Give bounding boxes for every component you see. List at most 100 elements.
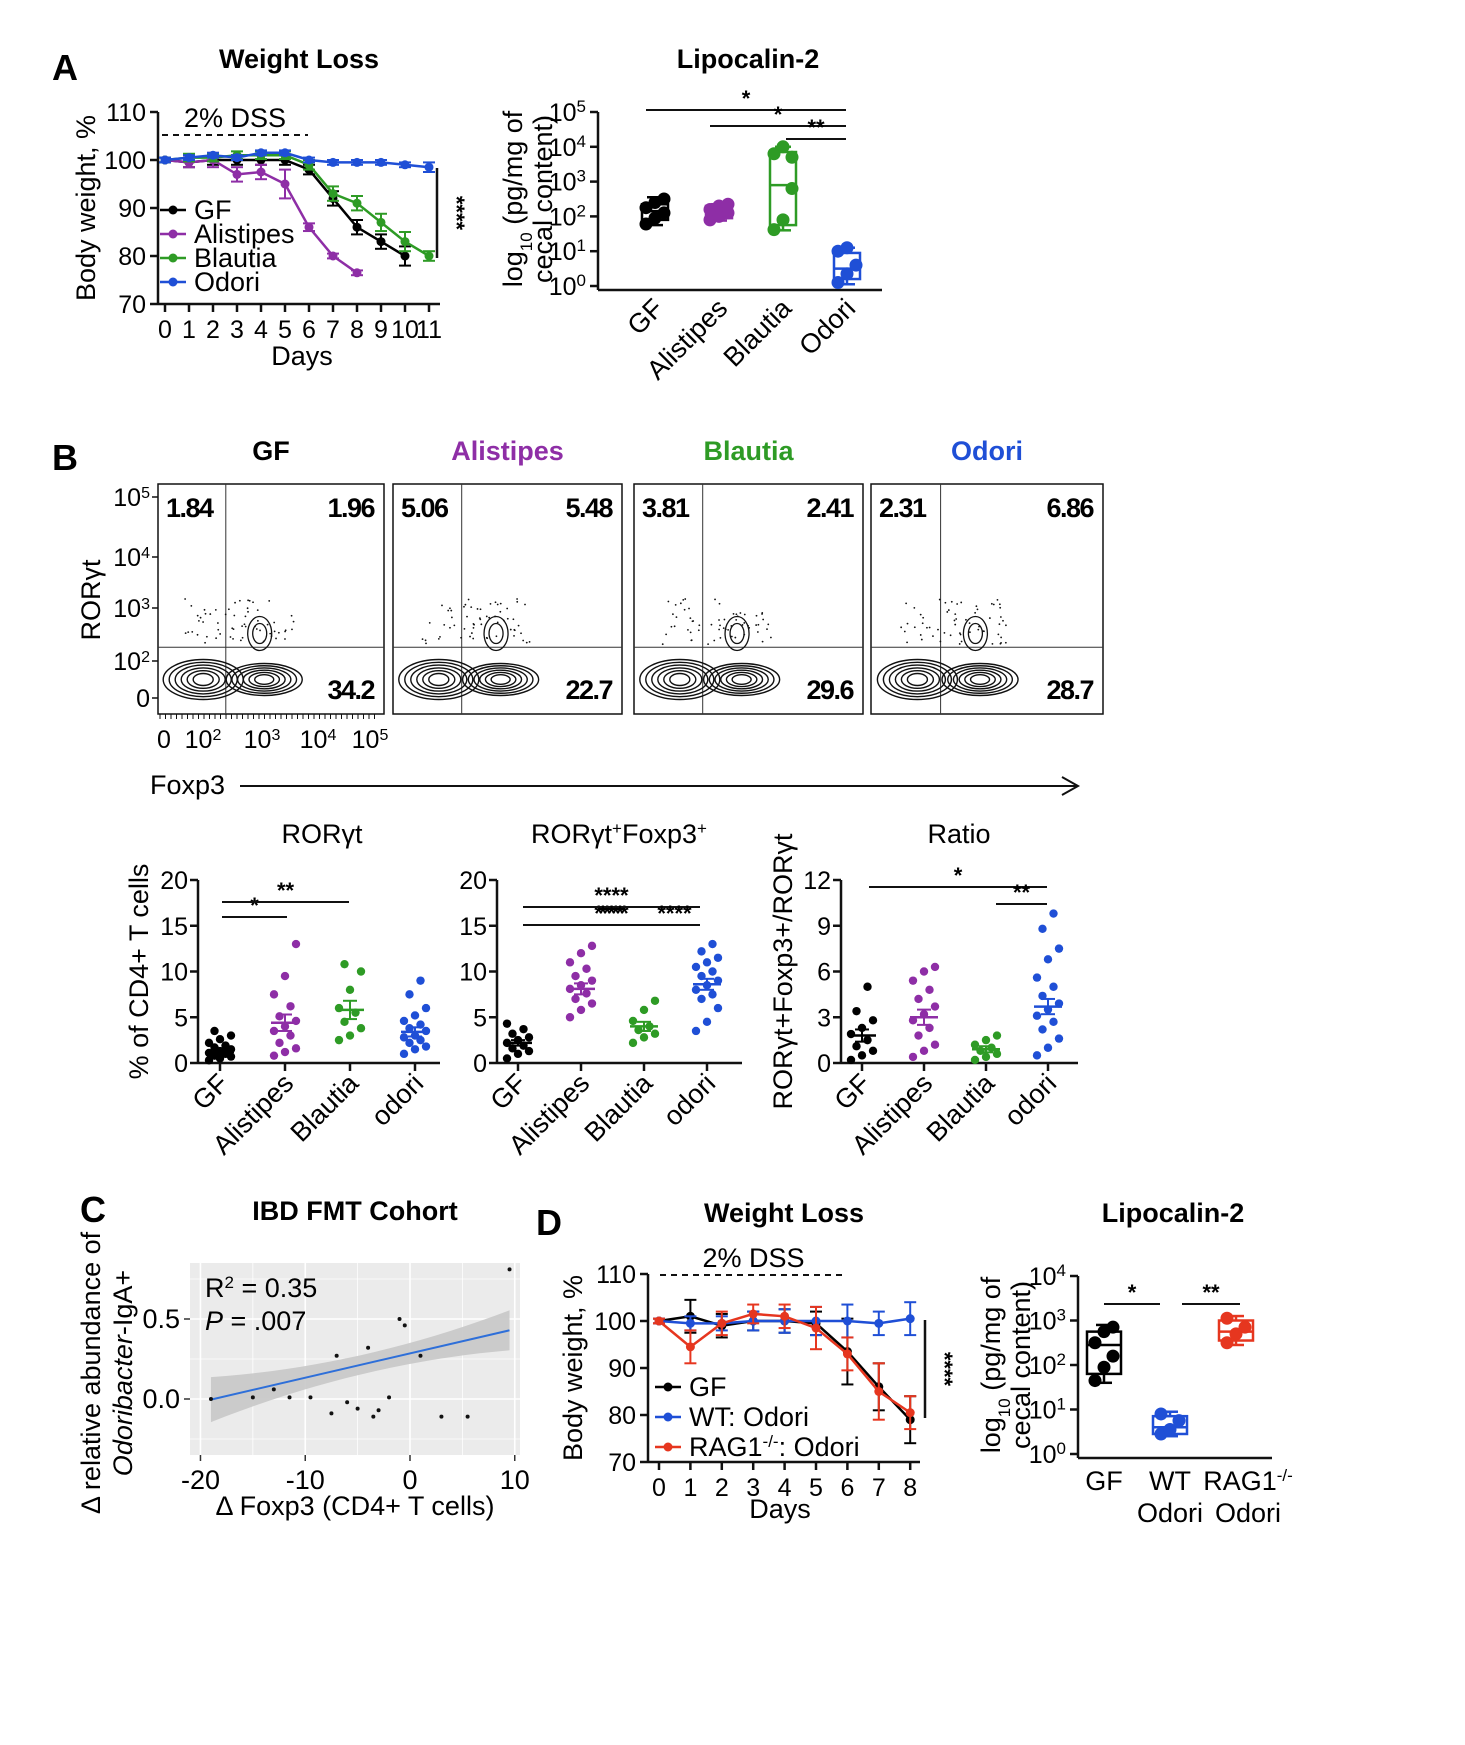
d-lcn2-point: [1172, 1414, 1186, 1428]
d-lcn2-y-tick-label: 104: [1029, 1261, 1066, 1292]
flow-event: [969, 631, 971, 634]
b-dp-point: [708, 967, 717, 976]
flow-event: [273, 621, 276, 624]
flow-event: [906, 641, 908, 644]
flow-event: [259, 629, 261, 632]
flow-event: [707, 643, 710, 646]
flow-event: [919, 634, 922, 636]
b-ratio-point: [908, 976, 918, 985]
flow-event: [439, 635, 441, 638]
b-ratio-y-tick-label: 9: [817, 913, 831, 941]
a-weight-point: [376, 217, 386, 227]
b-ratio-point: [930, 1002, 940, 1011]
d-lcn2-point: [1106, 1349, 1120, 1363]
a-lcn2-y-tick-base: 10: [549, 238, 577, 266]
flow-contour: [422, 670, 456, 690]
d-weight-x-tick-label: 3: [746, 1474, 760, 1502]
flow-event: [190, 604, 193, 607]
b-ror-sig-label: *: [250, 893, 259, 918]
d-lcn2-point: [1220, 1311, 1234, 1325]
flow-event: [528, 640, 531, 643]
d-weight-x-tick-label: 5: [809, 1474, 823, 1502]
flow-event: [954, 613, 957, 615]
a-weight-x-tick-label: 1: [182, 316, 196, 344]
d-weight-title: Weight Loss: [704, 1198, 864, 1228]
flow-event: [467, 598, 470, 601]
flow-event: [968, 622, 971, 625]
flow-event: [480, 623, 483, 626]
flow-event: [256, 609, 259, 612]
flow-event: [921, 622, 924, 625]
flow-event: [184, 632, 187, 635]
a-lcn2-y-tick-exp: 2: [577, 201, 586, 220]
flow-event: [730, 635, 733, 638]
b-dp-point: [587, 941, 597, 951]
c-p-label: P: [205, 1306, 223, 1336]
b-dp-point: [628, 1038, 638, 1048]
b-ror-x-tick-label-2: Blautia: [285, 1067, 365, 1147]
flow-x-tick-label: 105: [352, 726, 389, 754]
d-weight-point: [905, 1408, 915, 1418]
flow-contour: [969, 674, 991, 686]
b-dp-point: [513, 1049, 523, 1059]
d-lcn2-title: Lipocalin-2: [1102, 1198, 1245, 1228]
c-r2-value: = 0.35: [234, 1273, 317, 1303]
flow-event: [513, 628, 516, 631]
flow-event: [204, 612, 207, 615]
flow-event: [665, 633, 668, 636]
flow-quadrant-ur-1: 5.48: [565, 493, 613, 523]
b-dp-point: [571, 994, 580, 1004]
flow-event: [472, 623, 475, 625]
b-dp-point: [576, 949, 586, 958]
b-ratio-point: [1032, 973, 1042, 982]
flow-event: [661, 643, 664, 646]
b-ror-point: [416, 976, 425, 985]
c-x-tick-label: 10: [500, 1465, 530, 1495]
d-weight-point: [654, 1316, 664, 1326]
flow-contour: [247, 615, 273, 652]
flow-event: [999, 606, 1002, 609]
flow-event: [241, 625, 244, 628]
c-point: [271, 1387, 276, 1392]
flow-event: [266, 623, 269, 626]
b-ror-point: [416, 1035, 425, 1045]
b-ratio-point: [1038, 1025, 1047, 1034]
a-lcn2-y-tick-exp: 5: [577, 97, 586, 116]
a-weight-point: [424, 251, 434, 261]
b-ratio-point: [852, 1006, 861, 1016]
b-ratio-point: [1038, 924, 1047, 933]
b-ror-title: RORγt: [282, 819, 363, 849]
flow-contour: [248, 671, 281, 688]
flow-y-tick-base: 0: [136, 685, 150, 713]
d-weight-legend-dot: [663, 1442, 673, 1452]
flow-y-tick-exp: 5: [141, 485, 150, 502]
b-ratio-y-tick-label: 12: [803, 867, 831, 895]
flow-contour: [725, 671, 758, 688]
d-lcn2-point: [1163, 1423, 1177, 1437]
flow-y-tick-exp: 3: [141, 596, 150, 613]
flow-event: [269, 632, 272, 635]
flow-event: [472, 637, 475, 640]
b-ror-point: [405, 990, 414, 999]
flow-event: [679, 602, 682, 605]
flow-contour: [906, 672, 929, 687]
b-ratio-x-tick-label-2: Blautia: [921, 1067, 1001, 1147]
flow-event: [959, 633, 962, 636]
d-lcn2-x-tick-line1: WT: [1149, 1466, 1191, 1496]
flow-event: [919, 613, 922, 616]
flow-y-tick-exp: 2: [141, 649, 150, 666]
a-weight-x-tick-label: 3: [230, 316, 244, 344]
a-lcn2-point: [840, 241, 854, 255]
flow-contour: [252, 622, 268, 645]
flow-event: [512, 618, 515, 621]
b-ror-point: [356, 967, 366, 976]
d-weight-legend-suffix: : Odori: [779, 1432, 860, 1462]
d-weight-legend-name: RAG1: [689, 1432, 763, 1462]
flow-event: [691, 620, 694, 623]
flow-x-tick-label: 104: [300, 726, 337, 754]
flow-title-3: Odori: [951, 436, 1023, 466]
flow-event: [215, 637, 218, 640]
b-ratio-y-tick-label: 6: [817, 959, 831, 987]
c-point: [376, 1408, 381, 1413]
